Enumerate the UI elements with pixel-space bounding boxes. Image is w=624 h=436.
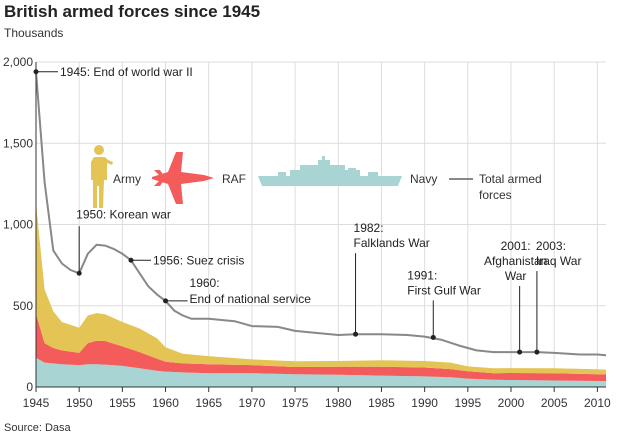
y-tick-label: 2,000: [3, 55, 33, 69]
x-tick-label: 1960: [152, 396, 179, 410]
annotation-text: Afghanistan: [484, 254, 547, 268]
x-tick-label: 1950: [66, 396, 93, 410]
area-navy: [36, 357, 606, 387]
x-tick-label: 1980: [325, 396, 352, 410]
annotation-1960: 1960: End of national service: [163, 276, 311, 306]
annotation-text: 1956: Suez crisis: [153, 253, 244, 267]
annotation-2003: 2003:Iraq War: [534, 239, 581, 355]
annotation-text: 1960:: [190, 276, 220, 290]
y-tick-label: 1,000: [3, 218, 33, 232]
x-tick-label: 2005: [541, 396, 568, 410]
x-tick-label: 1990: [411, 396, 438, 410]
annotation-text: 2003:: [536, 239, 566, 253]
legend-label-raf: RAF: [222, 172, 246, 186]
annotation-text: First Gulf War: [407, 283, 481, 297]
legend-total-line1: Total armed: [479, 172, 542, 186]
y-tick-label: 1,500: [3, 136, 33, 150]
x-tick-label: 2010: [584, 396, 611, 410]
source-note: Source: Dasa: [4, 422, 72, 434]
x-tick-label: 1975: [282, 396, 309, 410]
legend-label-total: Total armed forces: [479, 172, 542, 202]
annotations: 1945: End of world war II 1950: Korean wa…: [33, 65, 581, 355]
annotation-text: Iraq War: [536, 254, 582, 268]
x-tick-label: 1995: [454, 396, 481, 410]
y-tick-label: 0: [26, 380, 33, 394]
total-armed-forces-line: [35, 71, 607, 357]
annotation-text: War: [505, 269, 527, 283]
x-tick-label: 1965: [195, 396, 222, 410]
army-icon: [91, 145, 113, 208]
annotation-1950: 1950: Korean war: [76, 207, 171, 276]
annotation-text: 1950: Korean war: [76, 207, 171, 221]
legend-label-navy: Navy: [410, 172, 437, 186]
annotation-1945: 1945: End of world war II: [33, 65, 193, 79]
x-tick-label: 1970: [239, 396, 266, 410]
legend-total-line2: forces: [479, 188, 512, 202]
area-raf: [36, 313, 606, 381]
annotation-text: 1945: End of world war II: [60, 65, 193, 79]
raf-jet-icon: [152, 152, 214, 204]
x-tick-label: 1985: [368, 396, 395, 410]
annotation-1991: 1991:First Gulf War: [407, 268, 481, 340]
axes: 1945 1950 1955 1960 1965 1970 1975 1980 1985 1990…: [3, 55, 611, 410]
x-tick-label: 1945: [23, 396, 50, 410]
annotation-text: 1991:: [407, 268, 437, 282]
x-tick-label: 1955: [109, 396, 136, 410]
annotation-1982: 1982:Falklands War: [353, 221, 430, 337]
annotation-text: 1982:: [354, 221, 384, 235]
annotation-1956: 1956: Suez crisis: [128, 253, 244, 267]
stacked-areas: [36, 203, 606, 387]
chart-subtitle: Thousands: [4, 26, 63, 40]
total-line: [35, 71, 607, 357]
annotation-text: 2001:: [501, 239, 531, 253]
chart-title: British armed forces since 1945: [4, 2, 260, 21]
grid: [35, 61, 606, 388]
legend: Army RAF Navy Total armed forces: [91, 145, 542, 208]
y-tick-label: 500: [13, 299, 33, 313]
x-tick-label: 2000: [498, 396, 525, 410]
annotation-text: End of national service: [190, 292, 312, 306]
navy-ship-icon: [258, 156, 402, 186]
legend-label-army: Army: [113, 172, 141, 186]
annotation-text: Falklands War: [354, 236, 430, 250]
